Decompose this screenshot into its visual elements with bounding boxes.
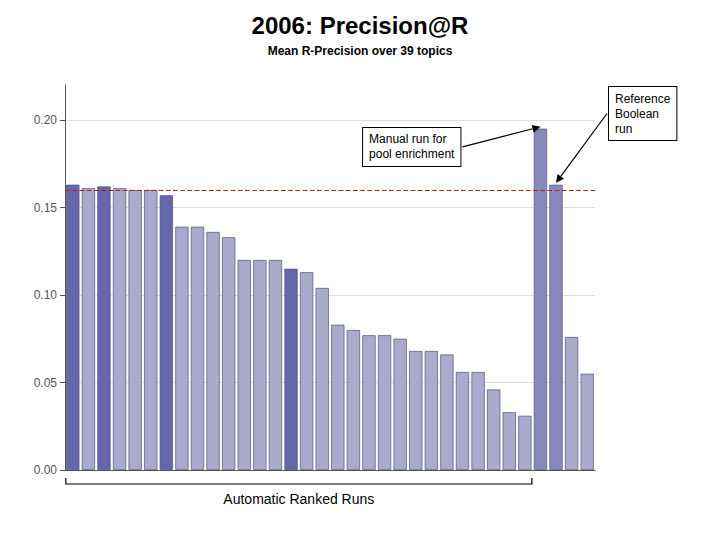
svg-text:Mean R-Precision over 39 topic: Mean R-Precision over 39 topics (268, 44, 453, 58)
svg-text:0.00: 0.00 (34, 463, 58, 477)
svg-text:0.10: 0.10 (34, 288, 58, 302)
svg-text:0.05: 0.05 (34, 376, 58, 390)
svg-text:2006: Precision@R: 2006: Precision@R (252, 12, 469, 39)
svg-text:0.15: 0.15 (34, 201, 58, 215)
svg-text:Automatic Ranked Runs: Automatic Ranked Runs (223, 491, 374, 507)
svg-text:run: run (615, 122, 632, 136)
svg-text:Boolean: Boolean (615, 107, 659, 121)
svg-text:Manual run for: Manual run for (369, 132, 446, 146)
svg-text:0.20: 0.20 (34, 113, 58, 127)
svg-text:Reference: Reference (615, 92, 671, 106)
svg-text:pool enrichment: pool enrichment (369, 147, 455, 161)
